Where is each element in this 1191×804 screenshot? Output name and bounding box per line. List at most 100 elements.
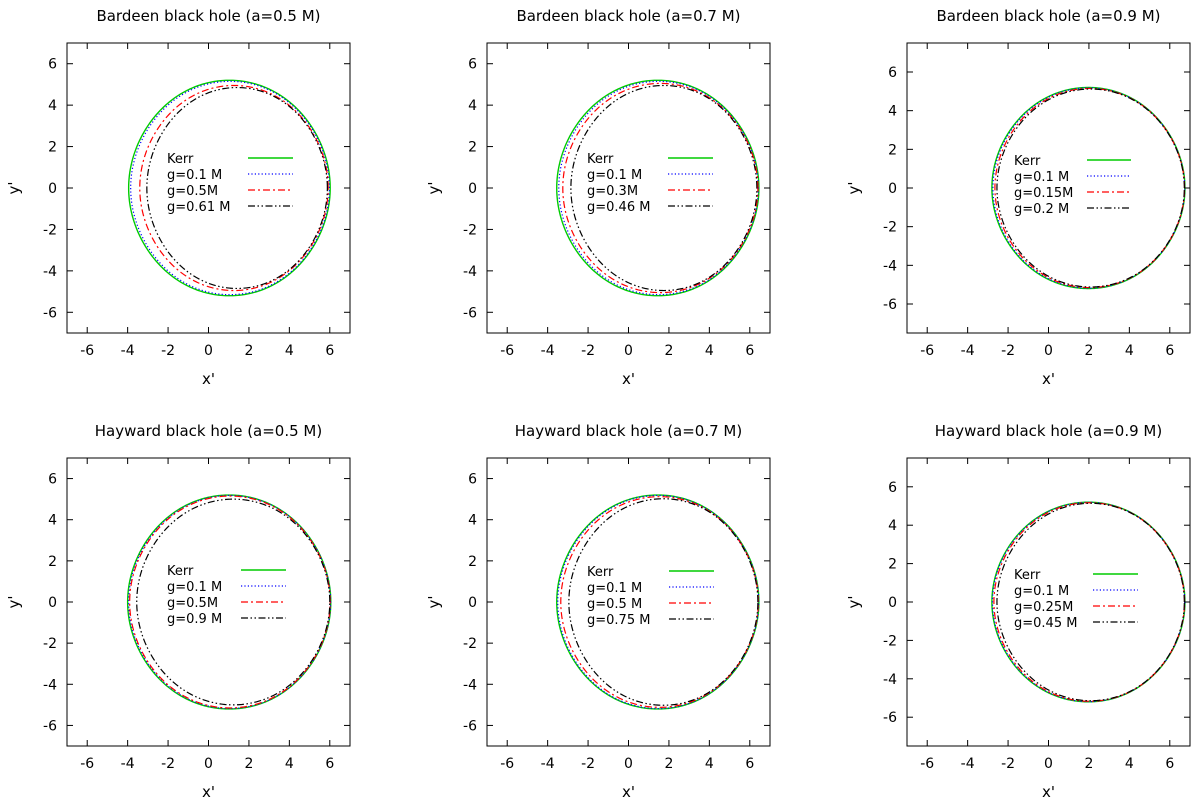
x-axis-label: x' [1042, 783, 1055, 801]
y-axis-label: y' [845, 595, 863, 608]
shadow-curve-4 [996, 502, 1185, 702]
panel-title: Hayward black hole (a=0.9 M) [935, 422, 1162, 440]
y-tick-label: 2 [888, 142, 897, 158]
x-tick-label: -4 [121, 756, 135, 772]
x-tick-label: 0 [624, 343, 633, 359]
legend-entry-label: Kerr [587, 565, 614, 580]
legend-entry-label: g=0.46 M [587, 200, 650, 215]
legend-entry-label: g=0.1 M [1014, 170, 1069, 185]
legend-entry-label: g=0.15M [1014, 186, 1073, 201]
legend-entry-label: g=0.1 M [167, 168, 222, 183]
x-tick-label: -6 [500, 756, 514, 772]
shadow-curve-3 [129, 495, 331, 709]
y-axis-label: y' [845, 181, 863, 194]
x-tick-label: -2 [161, 756, 175, 772]
x-tick-label: 4 [1125, 756, 1134, 772]
shadow-curve-2 [558, 80, 759, 296]
x-tick-label: 4 [705, 756, 714, 772]
legend-entry-label: g=0.1 M [587, 168, 642, 183]
x-tick-label: 0 [1044, 343, 1053, 359]
y-tick-label: -2 [43, 636, 57, 652]
y-tick-label: -4 [883, 672, 897, 688]
y-tick-label: -6 [463, 718, 477, 734]
legend-entry-label: g=0.9 M [167, 612, 222, 627]
x-tick-label: 6 [1165, 343, 1174, 359]
panel-title: Bardeen black hole (a=0.7 M) [516, 7, 740, 25]
shadow-curve-3 [994, 87, 1186, 289]
legend-entry-label: Kerr [587, 152, 614, 167]
y-tick-label: -6 [43, 718, 57, 734]
legend-entry-label: Kerr [167, 152, 194, 167]
y-tick-label: 0 [888, 181, 897, 197]
y-tick-label: 0 [48, 595, 57, 611]
x-tick-label: -6 [920, 343, 934, 359]
y-tick-label: -2 [883, 633, 897, 649]
y-tick-label: 4 [888, 104, 897, 120]
legend-entry-label: g=0.5 M [587, 597, 642, 612]
x-tick-label: 2 [664, 756, 673, 772]
y-tick-label: 4 [468, 98, 477, 114]
y-tick-label: 0 [468, 181, 477, 197]
y-tick-label: 0 [48, 181, 57, 197]
x-tick-label: -6 [920, 756, 934, 772]
legend-entry-label: Kerr [1014, 568, 1041, 583]
x-tick-label: -2 [1001, 756, 1015, 772]
shadow-curve-1 [127, 79, 331, 297]
shadow-curve-4 [568, 498, 759, 706]
panel-title: Bardeen black hole (a=0.5 M) [96, 7, 320, 25]
y-tick-label: 6 [888, 480, 897, 496]
y-tick-label: -2 [463, 636, 477, 652]
x-tick-label: 4 [285, 343, 294, 359]
x-tick-label: 6 [745, 343, 754, 359]
x-tick-label: 6 [325, 756, 334, 772]
x-tick-label: 2 [1084, 756, 1093, 772]
x-axis-label: x' [202, 370, 215, 388]
legend-entry-label: g=0.75 M [587, 613, 650, 628]
shadow-curves [556, 79, 760, 297]
panel-2: Bardeen black hole (a=0.7 M) -6 -4 -2 0 2 4 6 6 4… [425, 7, 771, 388]
panel-title: Hayward black hole (a=0.7 M) [515, 422, 742, 440]
y-tick-label: 2 [888, 557, 897, 573]
y-tick-label: 0 [888, 595, 897, 611]
y-tick-label: 2 [48, 140, 57, 156]
x-tick-label: -6 [80, 756, 94, 772]
panel-3: Bardeen black hole (a=0.9 M) -6 -4 -2 0 2 4 6 6 4… [845, 7, 1191, 388]
shadow-curves [991, 501, 1186, 703]
x-tick-label: 0 [1044, 756, 1053, 772]
x-tick-label: 4 [285, 756, 294, 772]
x-tick-label: -2 [581, 343, 595, 359]
y-tick-label: -2 [463, 222, 477, 238]
x-tick-label: -2 [1001, 343, 1015, 359]
legend-entry-label: g=0.25M [1014, 600, 1073, 615]
x-tick-label: 4 [705, 343, 714, 359]
legend-entry-label: Kerr [167, 564, 194, 579]
y-tick-label: -2 [43, 222, 57, 238]
y-tick-label: -4 [883, 258, 897, 274]
x-tick-label: -6 [80, 343, 94, 359]
y-tick-label: 6 [48, 57, 57, 73]
x-tick-label: -4 [121, 343, 135, 359]
legend-entry-label: g=0.1 M [167, 580, 222, 595]
y-tick-label: 4 [48, 98, 57, 114]
x-tick-label: 2 [244, 343, 253, 359]
shadow-curve-2 [992, 87, 1186, 289]
x-tick-label: -6 [500, 343, 514, 359]
y-tick-label: -6 [463, 305, 477, 321]
shadow-curve-4 [996, 88, 1185, 288]
shadow-curve-4 [146, 86, 328, 290]
shadow-curves [126, 494, 332, 710]
y-tick-label: -6 [883, 710, 897, 726]
x-tick-label: 0 [204, 343, 213, 359]
shadow-curves [556, 494, 760, 710]
y-tick-label: -4 [43, 264, 57, 280]
y-tick-label: -6 [43, 305, 57, 321]
panel-title: Bardeen black hole (a=0.9 M) [936, 7, 1160, 25]
x-tick-label: -2 [161, 343, 175, 359]
legend-entry-label: g=0.5M [167, 596, 218, 611]
